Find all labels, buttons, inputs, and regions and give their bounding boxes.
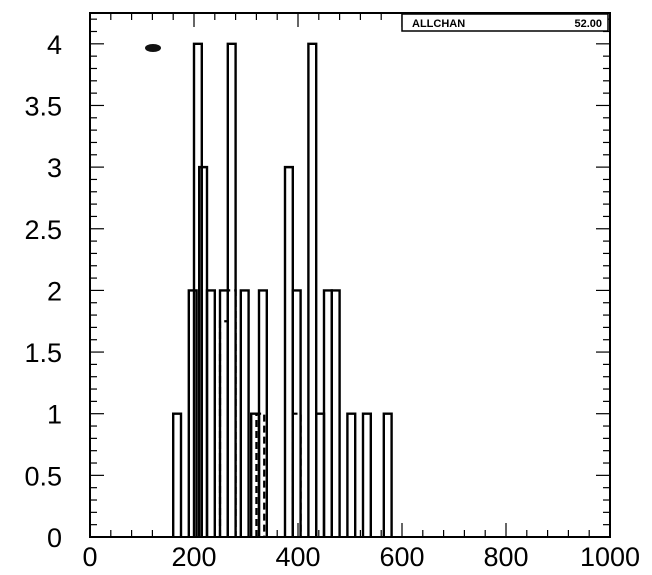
y-tick-label: 0.5	[24, 461, 62, 491]
histogram-bar	[255, 412, 266, 537]
histogram-series-solid	[172, 42, 393, 537]
y-tick-label: 4	[47, 30, 62, 60]
histogram-bar	[205, 289, 216, 537]
x-tick-label: 200	[171, 542, 216, 572]
stats-box-frame	[401, 13, 609, 32]
stats-box-value: 52.00	[574, 18, 602, 30]
y-axis-ticks	[90, 18, 610, 538]
x-tick-label: 800	[483, 542, 528, 572]
histogram-bar	[187, 289, 198, 537]
x-tick-label: 0	[82, 542, 97, 572]
plot-frame	[89, 12, 611, 538]
x-tick-label: 1000	[580, 542, 640, 572]
x-tick-label: 400	[275, 542, 320, 572]
y-tick-label: 3.5	[24, 91, 62, 121]
y-tick-label: 3	[47, 153, 62, 183]
histogram-series-dashed	[218, 289, 302, 537]
histogram-bar	[330, 289, 341, 537]
y-tick-label: 2	[47, 276, 62, 306]
y-tick-label: 2.5	[24, 215, 62, 245]
histogram-series	[172, 42, 393, 537]
histogram-bar	[192, 42, 203, 537]
histogram-bar	[346, 412, 357, 537]
plot-border	[89, 12, 611, 538]
stats-box: ALLCHAN 52.00	[401, 13, 609, 32]
axis-tick-labels: 0 0.5 1 1.5 2 2.5 3 3.5 4 0 200 400 600 800 1000	[24, 30, 640, 572]
histogram-bar	[226, 289, 237, 537]
histogram-bar	[239, 289, 250, 537]
y-tick-label: 1	[47, 400, 62, 430]
y-tick-label: 0	[47, 523, 62, 553]
x-tick-label: 600	[379, 542, 424, 572]
histogram-bar	[361, 412, 372, 537]
histogram-bar	[218, 320, 229, 537]
histogram-bar	[172, 412, 183, 537]
histogram-bar	[291, 412, 302, 537]
x-axis-ticks	[89, 13, 611, 537]
y-tick-label: 1.5	[24, 338, 62, 368]
histogram-bar	[382, 412, 393, 537]
stats-box-label: ALLCHAN	[412, 18, 465, 30]
histogram-bar	[307, 42, 318, 537]
artifact-mark	[145, 44, 161, 52]
